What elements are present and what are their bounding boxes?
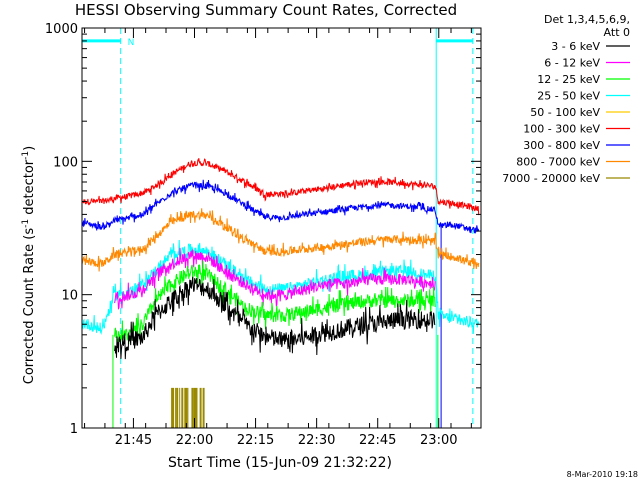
y-axis-label-sup2: -1: [21, 151, 31, 160]
legend: Det 1,3,4,5,6,9,Att 0 3 - 6 keV 6 - 12 keV…: [502, 13, 630, 185]
legend-label: 300 - 800 keV: [523, 139, 600, 152]
series-6-12-kevkev: [114, 247, 436, 310]
legend-label: 3 - 6 keV: [551, 40, 600, 53]
y-tick-label: 100: [53, 155, 78, 170]
y-tick-label: 1000: [45, 22, 78, 37]
series-7000-20000kev-burst: [171, 387, 205, 428]
x-axis-label: Start Time (15-Jun-09 21:32:22): [168, 455, 392, 471]
plot-area: N: [82, 28, 480, 428]
legend-label: 800 - 7000 keV: [516, 156, 600, 169]
plot-border: [81, 27, 482, 429]
legend-label: 100 - 300 keV: [523, 123, 600, 136]
y-axis-label-main: Corrected Count Rate (s: [22, 228, 37, 385]
legend-label: 12 - 25 keV: [537, 73, 600, 86]
series-3-6-kevkev: [114, 276, 436, 360]
series-12-25-kevkev: [114, 260, 436, 345]
x-tick-label: 22:45: [359, 433, 396, 448]
legend-header: Det 1,3,4,5,6,9,: [544, 13, 630, 26]
series-300-800-kevkev: [82, 179, 480, 234]
series-100-300-kevkev: [82, 158, 480, 216]
n-marker: N: [128, 38, 135, 48]
y-axis-label-sup1: -1: [21, 219, 31, 228]
legend-label: 6 - 12 keV: [544, 57, 600, 70]
y-tick-label: 10: [61, 289, 78, 304]
legend-header: Att 0: [604, 26, 630, 39]
legend-label: 50 - 100 keV: [530, 106, 600, 119]
chart-title: HESSI Observing Summary Count Rates, Cor…: [75, 1, 457, 19]
y-axis-label: Corrected Count Rate (s-1 detector-1): [21, 146, 37, 384]
legend-label: 25 - 50 keV: [537, 90, 600, 103]
y-axis-label-mid: detector: [22, 159, 37, 219]
series-800-7000-kevkev: [82, 208, 480, 272]
x-tick-label: 22:30: [298, 433, 335, 448]
y-tick-label: 1: [70, 422, 78, 437]
x-tick-label: 22:15: [237, 433, 274, 448]
legend-label: 7000 - 20000 keV: [502, 172, 600, 185]
y-axis-label-end: ): [22, 146, 37, 151]
x-tick-label: 22:00: [176, 433, 213, 448]
x-tick-label: 23:00: [420, 433, 457, 448]
plot-frame: 1 10 100 1000 21:45 22:00 22:15 22:30 22:45 23:00: [45, 22, 482, 448]
x-tick-label: 21:45: [115, 433, 152, 448]
footer-timestamp: 8-Mar-2010 19:18: [567, 470, 638, 479]
